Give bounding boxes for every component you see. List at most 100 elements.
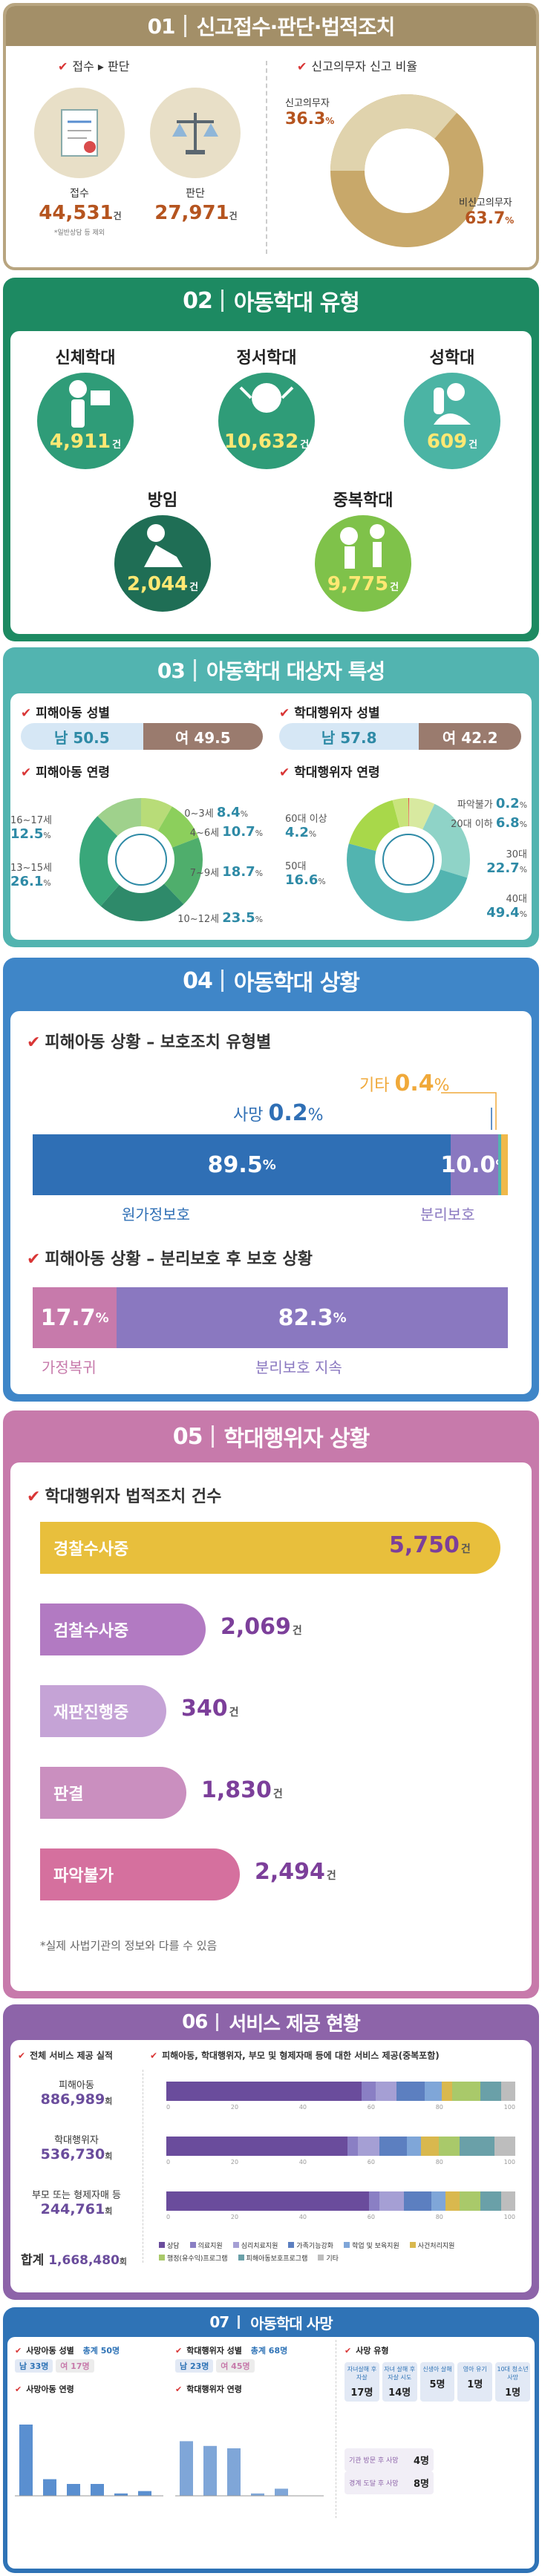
s7bars1-bar-1 xyxy=(43,2479,56,2496)
perp-age-title: ✔ 학대행위자 연령 xyxy=(279,765,380,780)
judge-label: 판단 xyxy=(186,188,205,200)
sub-title-receive: ✔ 접수 ▸ 판단 xyxy=(58,59,130,73)
legal-bar-0: 경찰수사중 xyxy=(40,1522,500,1574)
perp-gender-bar: 남 57.8 여 42.2 xyxy=(279,723,521,750)
sub-title-ratio: ✔ 신고의무자 신고 비율 xyxy=(297,59,418,73)
total: 합계 1,668,480회 xyxy=(21,2253,128,2268)
death-type-0: 자녀살해 후 자살 17명 xyxy=(345,2362,379,2402)
legend-item-6: 행정(유수익)프로그램 xyxy=(159,2253,228,2263)
q1-title: ✔ 피해아동 상황 – 보호조치 유형별 xyxy=(27,1033,272,1052)
death-perp-age-chart xyxy=(175,2441,324,2497)
donut-victim-slice-4 xyxy=(79,798,203,921)
section-number: 05 xyxy=(172,1423,203,1450)
s7bars1-bar-0 xyxy=(19,2425,33,2496)
other-label: 기타 0.4% xyxy=(359,1070,450,1096)
s7bars2-bar-0 xyxy=(180,2441,193,2496)
section-04: 04 아동학대 상황 ✔ 피해아동 상황 – 보호조치 유형별 기타 0.4% 사망… xyxy=(3,958,539,1402)
continue-segment: 82.3% xyxy=(117,1287,508,1348)
section-title: 서비스 제공 현황 xyxy=(229,2013,361,2036)
s7bars2-bar-3 xyxy=(251,2493,264,2496)
legal-bar-4: 파악불가 xyxy=(40,1848,240,1900)
sep-label: 분리보호 xyxy=(420,1206,475,1223)
legal-value-4: 2,494 건 xyxy=(255,1859,336,1885)
home-segment: 89.5% xyxy=(33,1134,451,1195)
return-segment: 17.7% xyxy=(33,1287,117,1348)
s7bars2-bar-1 xyxy=(203,2445,217,2496)
death-subtypes: 기관 방문 후 사망 4명 경계 도달 후 사망 8명 xyxy=(345,2448,530,2494)
non-obligated-label: 비신고의무자 xyxy=(459,197,512,209)
perp-female: 여 42.2 xyxy=(419,723,521,750)
sexual-icon: 609 건 xyxy=(404,373,500,469)
victim-gender-title: ✔ 피해아동 성별 xyxy=(21,706,111,721)
victim-male: 남 50.5 xyxy=(21,723,143,750)
service-row-1: 학대행위자 536,730회 xyxy=(40,2135,113,2163)
section-title: 아동학대 상황 xyxy=(233,970,360,996)
legal-value-0: 5,750 건 xyxy=(389,1532,471,1558)
legend-item-8: 기타 xyxy=(318,2253,339,2263)
donut-perp-slice-3 xyxy=(347,798,470,921)
obligated-label: 신고의무자 xyxy=(285,98,330,109)
death-type-4: 10대 청소년 사망 1명 xyxy=(495,2362,530,2402)
legal-title: ✔ 학대행위자 법적조치 건수 xyxy=(27,1488,222,1506)
legal-value-3: 1,830 건 xyxy=(201,1777,283,1803)
section-01: 01 신고접수·판단·법적조치 ✔ 접수 ▸ 판단 ✔ 신고의무자 신고 비율 접수… xyxy=(3,3,539,270)
s7bars2-bar-4 xyxy=(275,2488,288,2496)
perp-age-5: 60대 이상 4.2% xyxy=(285,814,327,840)
legal-bar-3: 판결 xyxy=(40,1767,186,1819)
perp-male: 남 57.8 xyxy=(279,723,419,750)
legal-value-1: 2,069 건 xyxy=(221,1614,302,1640)
legend-item-5: 사건처리지원 xyxy=(409,2240,454,2250)
abuse-neglect: 방임 2,044 건 xyxy=(114,487,211,612)
section-header: 02 아동학대 유형 xyxy=(3,278,539,324)
q1: ✔ 전체 서비스 제공 실적 xyxy=(18,2050,113,2061)
emotional-icon: 10,632 건 xyxy=(218,373,315,469)
donut-victim-slice-5 xyxy=(79,798,203,921)
section-number: 02 xyxy=(183,287,213,314)
death-gender-block: ✔ 사망아동 성별 총계 50명 남 33명 여 17명 xyxy=(15,2346,120,2373)
section-05: 05 학대행위자 상황 ✔ 학대행위자 법적조치 건수 경찰수사중 5,750 건 검찰수… xyxy=(3,1410,539,1998)
return-label: 가정복귀 xyxy=(42,1359,97,1376)
death-age-title: ✔ 사망아동 연령 xyxy=(15,2384,74,2394)
donut-perp-slice-5 xyxy=(347,798,470,921)
separation-segment: 10.0% xyxy=(440,1134,509,1195)
victim-age-5: 16~17세 12.5% xyxy=(10,815,52,842)
perp-age-donut xyxy=(347,798,470,921)
section-number: 03 xyxy=(157,658,186,683)
abuse-emotional: 정서학대 10,632 건 xyxy=(218,344,315,469)
victim-age-3: 10~12세 23.5% xyxy=(177,910,263,926)
service-bar-2 xyxy=(166,2191,515,2211)
section-title: 학대행위자 상황 xyxy=(223,1426,370,1452)
document-icon xyxy=(34,88,125,178)
section-title: 신고접수·판단·법적조치 xyxy=(196,15,396,39)
perp-age-1: 20대 이하 6.8% xyxy=(451,815,527,831)
section-header: 01 신고접수·판단·법적조치 xyxy=(6,6,536,46)
death-types: 자녀살해 후 자살 17명 자녀 살해 후 자살 시도 14명 신생아 살해 5명 영아 유… xyxy=(345,2362,530,2402)
s7bars1-bar-2 xyxy=(67,2484,80,2496)
death-subtype-1: 경계 도달 후 사망 8명 xyxy=(345,2471,434,2494)
section-03: 03 아동학대 대상자 특성 ✔ 피해아동 성별 남 50.5 여 49.5 ✔ 학대… xyxy=(3,647,539,947)
scale-icon xyxy=(150,88,241,178)
legend-item-2: 심리치료지원 xyxy=(232,2240,278,2250)
legal-value-2: 340 건 xyxy=(181,1696,239,1722)
perp-age-3: 40대 49.4% xyxy=(486,894,527,921)
abuse-physical: 신체학대 4,911 건 xyxy=(37,344,134,469)
death-type-1: 자녀 살해 후 자살 시도 14명 xyxy=(382,2362,417,2402)
victim-age-4: 13~15세 26.1% xyxy=(10,863,52,889)
section-07: 07 아동학대 사망 ✔ 사망아동 성별 총계 50명 남 33명 여 17명 ✔ 학… xyxy=(3,2307,539,2573)
death-type-3: 영아 유기 1명 xyxy=(457,2362,493,2402)
service-row-0: 피해아동 886,989회 xyxy=(40,2080,113,2108)
receive-value: 44,531건 xyxy=(39,202,122,224)
death-type-title: ✔ 사망 유형 xyxy=(345,2346,389,2356)
section-06: 06 서비스 제공 현황 ✔ 전체 서비스 제공 실적 ✔ 피해아동, 학대행위자, … xyxy=(3,2004,539,2300)
service-bar-0 xyxy=(166,2082,515,2101)
abuse-sexual: 성학대 609 건 xyxy=(404,344,500,469)
service-ticks-2: 0 20 40 60 80 100 xyxy=(166,2214,515,2220)
non-obligated-value: 63.7% xyxy=(465,209,515,228)
section-header: 06 서비스 제공 현황 xyxy=(3,2004,539,2040)
s7bars1-bar-4 xyxy=(114,2493,128,2496)
perp-gender-title: ✔ 학대행위자 성별 xyxy=(279,706,380,721)
perp-age-2: 30대 22.7% xyxy=(486,849,527,876)
death-perp-gender-block: ✔ 학대행위자 성별 총계 68명 남 23명 여 45명 xyxy=(175,2346,288,2373)
section-number: 07 xyxy=(209,2313,229,2331)
section-title: 아동학대 사망 xyxy=(250,2314,333,2333)
